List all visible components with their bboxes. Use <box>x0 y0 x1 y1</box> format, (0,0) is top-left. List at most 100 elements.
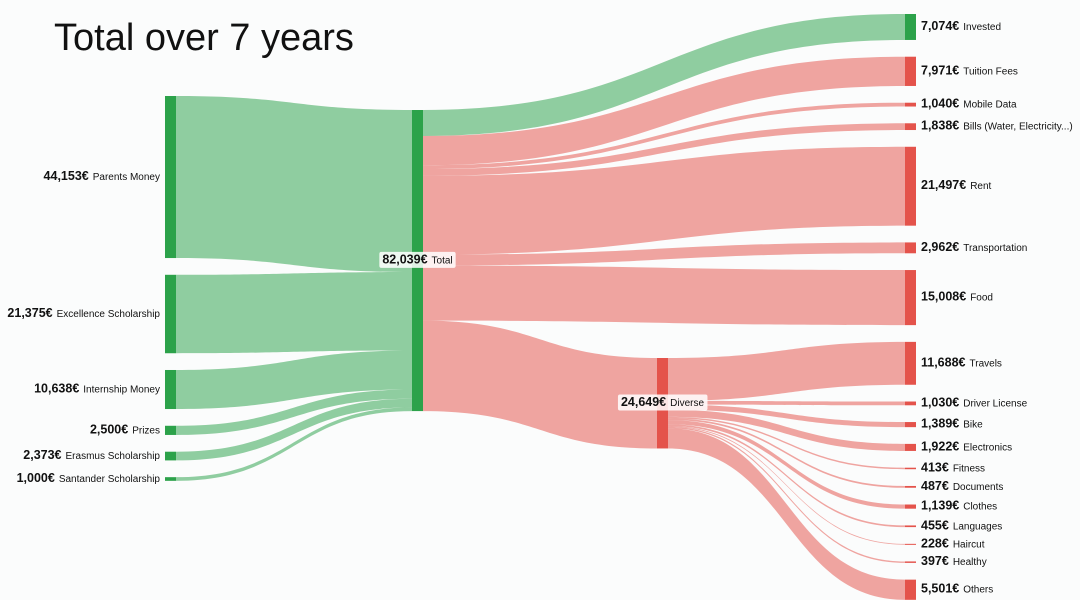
node-label: 11,688€ Travels <box>921 356 1002 370</box>
node-name: Transportation <box>963 242 1027 253</box>
node-value-label: 2,500€ <box>90 423 128 437</box>
node <box>905 341 916 385</box>
node <box>165 274 176 354</box>
node-value-label: 5,501€ <box>921 582 959 596</box>
node <box>905 146 916 226</box>
node-name: Haircut <box>953 539 985 550</box>
node-value-label: 10,638€ <box>34 382 79 396</box>
link <box>423 123 905 176</box>
node-value-label: 1,838€ <box>921 119 959 133</box>
node-value-label: 15,008€ <box>921 290 966 304</box>
link <box>176 389 412 435</box>
node-value-label: 21,497€ <box>921 179 966 193</box>
node-label: 10,638€ Internship Money <box>34 382 160 396</box>
link <box>176 350 412 410</box>
node-label: 2,962€ Transportation <box>921 240 1027 254</box>
link <box>423 242 905 266</box>
label-background <box>379 251 456 268</box>
links <box>176 14 905 600</box>
node-name: Languages <box>953 521 1003 532</box>
node-value-label: 82,039€ <box>382 253 427 267</box>
node-name: Bike <box>963 419 983 430</box>
node-name: Diverse <box>670 398 704 409</box>
node <box>905 422 916 428</box>
link <box>668 416 905 470</box>
node <box>165 477 176 481</box>
node-label: 15,008€ Food <box>921 290 993 304</box>
node <box>165 451 176 461</box>
link <box>423 14 905 136</box>
link <box>668 409 905 451</box>
node-value-label: 21,375€ <box>7 306 52 320</box>
node <box>165 369 176 410</box>
node-value-label: 1,139€ <box>921 499 959 513</box>
node-name: Prizes <box>132 425 160 436</box>
node <box>165 425 176 435</box>
node-name: Bills (Water, Electricity...) <box>963 121 1072 132</box>
node-label: 1,040€ Mobile Data <box>921 97 1017 111</box>
node <box>905 561 916 563</box>
node-name: Tuition Fees <box>963 66 1018 77</box>
link <box>668 426 905 563</box>
node <box>905 123 916 131</box>
link <box>176 407 412 481</box>
node-name: Rent <box>970 181 991 192</box>
node-value-label: 44,153€ <box>44 169 89 183</box>
node-name: Mobile Data <box>963 99 1017 110</box>
node-label: 228€ Haircut <box>921 537 985 551</box>
node-value-label: 228€ <box>921 537 949 551</box>
node-name: Clothes <box>963 501 997 512</box>
node-label: 1,000€ Santander Scholarship <box>17 471 161 485</box>
node-name: Internship Money <box>83 384 160 395</box>
node-label: 397€ Healthy <box>921 554 987 568</box>
link <box>668 341 905 401</box>
link <box>176 96 412 273</box>
node-value-label: 413€ <box>921 461 949 475</box>
node-label: 21,497€ Rent <box>921 179 992 193</box>
link <box>176 398 412 461</box>
node-label: 1,838€ Bills (Water, Electricity...) <box>921 119 1073 133</box>
label-background <box>617 394 708 411</box>
node-name: Total <box>432 255 453 266</box>
node-name: Excellence Scholarship <box>57 309 161 320</box>
node-value-label: 1,030€ <box>921 396 959 410</box>
node <box>905 543 916 545</box>
node-label: 1,389€ Bike <box>921 417 983 431</box>
node-value-label: 397€ <box>921 554 949 568</box>
node-label: 7,971€ Tuition Fees <box>921 64 1018 78</box>
node <box>165 96 176 259</box>
node <box>905 525 916 528</box>
node <box>905 401 916 406</box>
node-name: Food <box>970 292 993 303</box>
node <box>905 102 916 107</box>
node-name: Invested <box>963 22 1001 33</box>
node-label: 21,375€ Excellence Scholarship <box>7 306 160 320</box>
node-value-label: 24,649€ <box>621 396 666 410</box>
node-value-label: 7,074€ <box>921 19 959 33</box>
node-label: 455€ Languages <box>921 519 1002 533</box>
node-value-label: 11,688€ <box>921 356 966 370</box>
node-label: 487€ Documents <box>921 479 1003 493</box>
node-value-label: 487€ <box>921 479 949 493</box>
node-value-label: 1,389€ <box>921 417 959 431</box>
link <box>668 424 905 528</box>
node-name: Others <box>963 584 993 595</box>
node <box>905 485 916 488</box>
node-label: 2,500€ Prizes <box>90 423 160 437</box>
node <box>905 242 916 254</box>
node-label: 24,649€ Diverse <box>621 396 705 410</box>
link <box>668 404 905 428</box>
link <box>668 400 905 406</box>
node-name: Documents <box>953 481 1004 492</box>
node-label: 82,039€ Total <box>382 253 452 267</box>
node-name: Driver License <box>963 398 1027 409</box>
link <box>176 272 412 354</box>
node-label: 7,074€ Invested <box>921 19 1001 33</box>
node <box>905 14 916 40</box>
link <box>423 102 905 170</box>
node-name: Travels <box>970 358 1002 369</box>
node-label: 1,030€ Driver License <box>921 396 1028 410</box>
node <box>905 579 916 600</box>
node-value-label: 1,922€ <box>921 440 959 454</box>
